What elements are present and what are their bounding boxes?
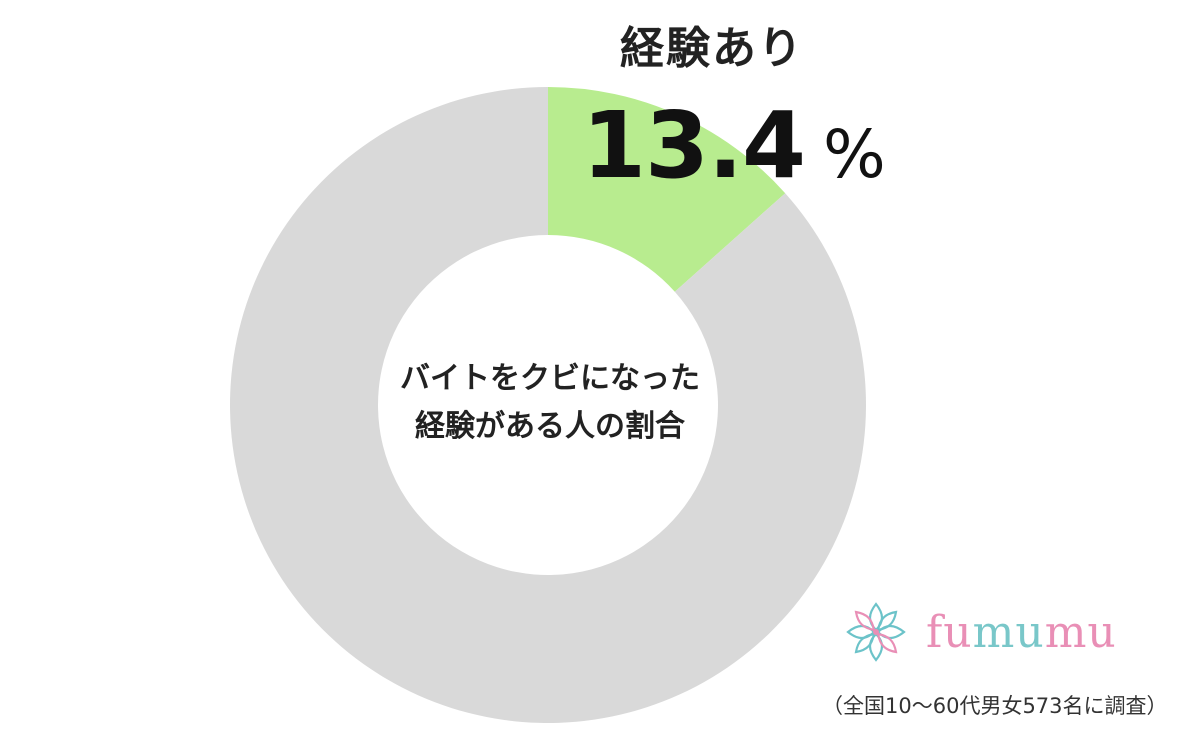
survey-footnote: （全国10～60代男女573名に調査）	[822, 694, 1168, 718]
highlight-value-number: 13.4	[582, 92, 806, 199]
logo-text-part-2: mu	[972, 606, 1045, 658]
logo-text-part-3: mu	[1044, 606, 1117, 658]
flower-logo-icon	[846, 602, 906, 662]
highlight-slice-label: 経験あり	[620, 23, 804, 74]
logo-wordmark: fumumu	[926, 607, 1117, 658]
highlight-value-unit: %	[823, 116, 886, 193]
donut-center-title: バイトをクビになった 経験がある人の割合	[400, 355, 700, 451]
center-title-line-2: 経験がある人の割合	[415, 409, 685, 444]
highlight-slice-value: 13.4%	[582, 92, 886, 199]
fumumu-logo: fumumu	[840, 596, 1117, 668]
donut-slice-1	[548, 87, 786, 292]
center-title-line-1: バイトをクビになった	[400, 361, 700, 396]
logo-text-part-1: fu	[926, 606, 973, 658]
donut-slice-2	[229, 87, 866, 723]
